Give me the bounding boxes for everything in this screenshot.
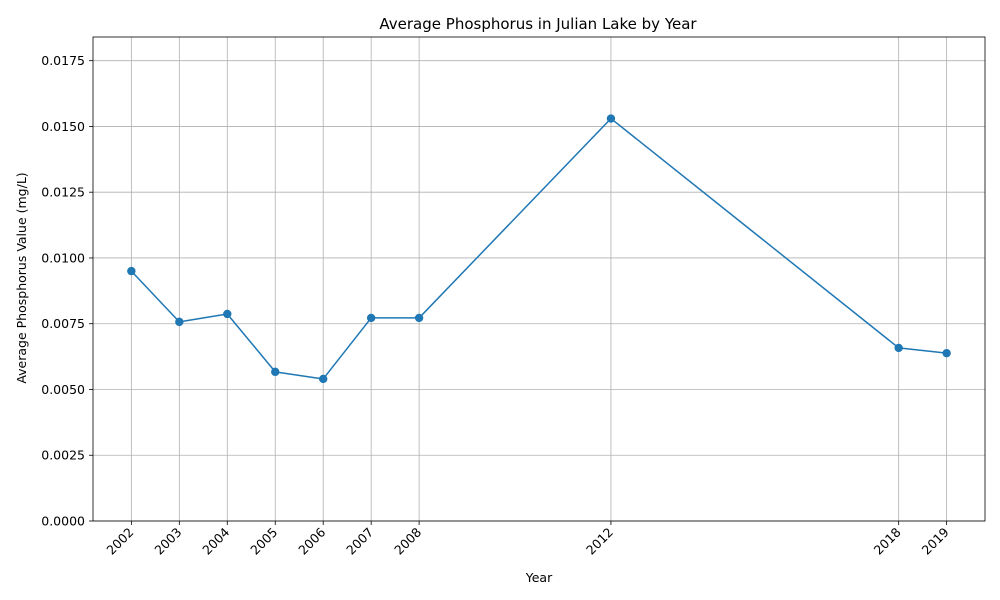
data-point <box>942 348 951 358</box>
y-tick-label: 0.0025 <box>41 448 85 463</box>
y-tick-label: 0.0150 <box>41 119 85 134</box>
y-axis-ticks: 0.0000 0.0025 0.0050 0.0075 0.0100 0.0125 0.01… <box>41 53 93 529</box>
chart-title: Average Phosphorus in Julian Lake by Yea… <box>379 15 697 33</box>
plot-area-frame <box>92 36 986 522</box>
data-point <box>414 313 424 323</box>
y-tick-label: 0.0050 <box>41 382 85 397</box>
x-tick-label: 2012 <box>583 525 616 558</box>
y-tick-label: 0.0000 <box>41 514 85 529</box>
x-tick-label: 2002 <box>103 525 136 558</box>
data-point <box>366 313 376 323</box>
y-tick-label: 0.0100 <box>41 250 85 265</box>
axes-frame <box>92 36 986 522</box>
data-point <box>606 114 616 123</box>
series-line <box>130 117 947 380</box>
data-point <box>175 317 184 327</box>
data-point <box>223 309 232 319</box>
x-tick-label: 2003 <box>151 525 184 558</box>
x-tick-label: 2006 <box>295 524 328 557</box>
data-point <box>894 343 903 353</box>
grid <box>93 37 985 522</box>
y-tick-label: 0.0175 <box>41 53 85 68</box>
x-tick-label: 2019 <box>919 524 952 557</box>
data-point <box>318 374 328 384</box>
x-tick-label: 2004 <box>199 524 232 557</box>
x-axis-label: Year <box>525 570 553 585</box>
data-point <box>127 266 136 276</box>
y-axis-label: Average Phosphorus Value (mg/L) <box>14 172 29 383</box>
x-tick-label: 2008 <box>391 524 424 557</box>
x-tick-label: 2005 <box>247 525 280 558</box>
x-axis-ticks: 2002 2003 2004 2005 2006 2007 2008 2012 2018 2019 <box>103 521 952 558</box>
y-tick-label: 0.0125 <box>41 185 85 200</box>
x-tick-label: 2018 <box>871 524 904 557</box>
series-group <box>127 114 951 384</box>
y-tick-label: 0.0075 <box>41 316 85 331</box>
x-tick-label: 2007 <box>343 525 376 558</box>
data-point <box>271 367 280 377</box>
